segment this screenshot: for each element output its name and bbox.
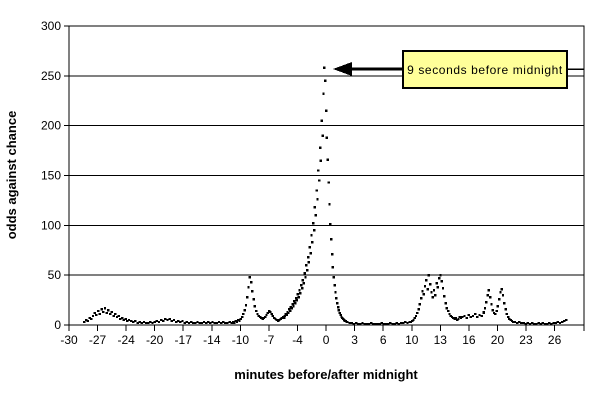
x-tick-label: -20 bbox=[146, 333, 164, 347]
annotation-text: 9 seconds before midnight bbox=[407, 62, 563, 77]
x-tick-label: -30 bbox=[60, 333, 78, 347]
x-tick-label: 23 bbox=[519, 333, 533, 347]
x-tick-label: 6 bbox=[380, 333, 387, 347]
x-tick-label: -24 bbox=[117, 333, 135, 347]
y-tick-label: 0 bbox=[54, 318, 61, 332]
plot-border bbox=[68, 25, 585, 326]
x-axis-title: minutes before/after midnight bbox=[234, 367, 418, 382]
y-tick-label: 300 bbox=[41, 19, 61, 33]
y-tick-label: 150 bbox=[41, 169, 61, 183]
y-tick-label: 50 bbox=[48, 268, 62, 282]
x-tick-label: 3 bbox=[351, 333, 358, 347]
axis-ticks bbox=[64, 25, 585, 331]
x-tick-label: -7 bbox=[264, 333, 275, 347]
y-tick-label: 200 bbox=[41, 119, 61, 133]
x-tick-label: 16 bbox=[462, 333, 476, 347]
x-tick-label: 26 bbox=[548, 333, 562, 347]
arrow-head-icon bbox=[333, 62, 352, 76]
data-points bbox=[83, 66, 568, 326]
x-tick-label: -17 bbox=[175, 333, 193, 347]
x-tick-label: -10 bbox=[232, 333, 250, 347]
annotation-box: 9 seconds before midnight bbox=[402, 50, 568, 89]
x-tick-label: 0 bbox=[323, 333, 330, 347]
x-tick-label: 13 bbox=[434, 333, 448, 347]
x-tick-label: 20 bbox=[491, 333, 505, 347]
x-tick-label: -4 bbox=[292, 333, 303, 347]
x-tick-label: -14 bbox=[203, 333, 221, 347]
y-axis-title: odds against chance bbox=[4, 111, 19, 240]
y-tick-label: 250 bbox=[41, 69, 61, 83]
x-tick-label: 10 bbox=[405, 333, 419, 347]
annotation-arrow bbox=[333, 62, 584, 76]
x-tick-label: -27 bbox=[89, 333, 107, 347]
y-tick-label: 100 bbox=[41, 218, 61, 232]
